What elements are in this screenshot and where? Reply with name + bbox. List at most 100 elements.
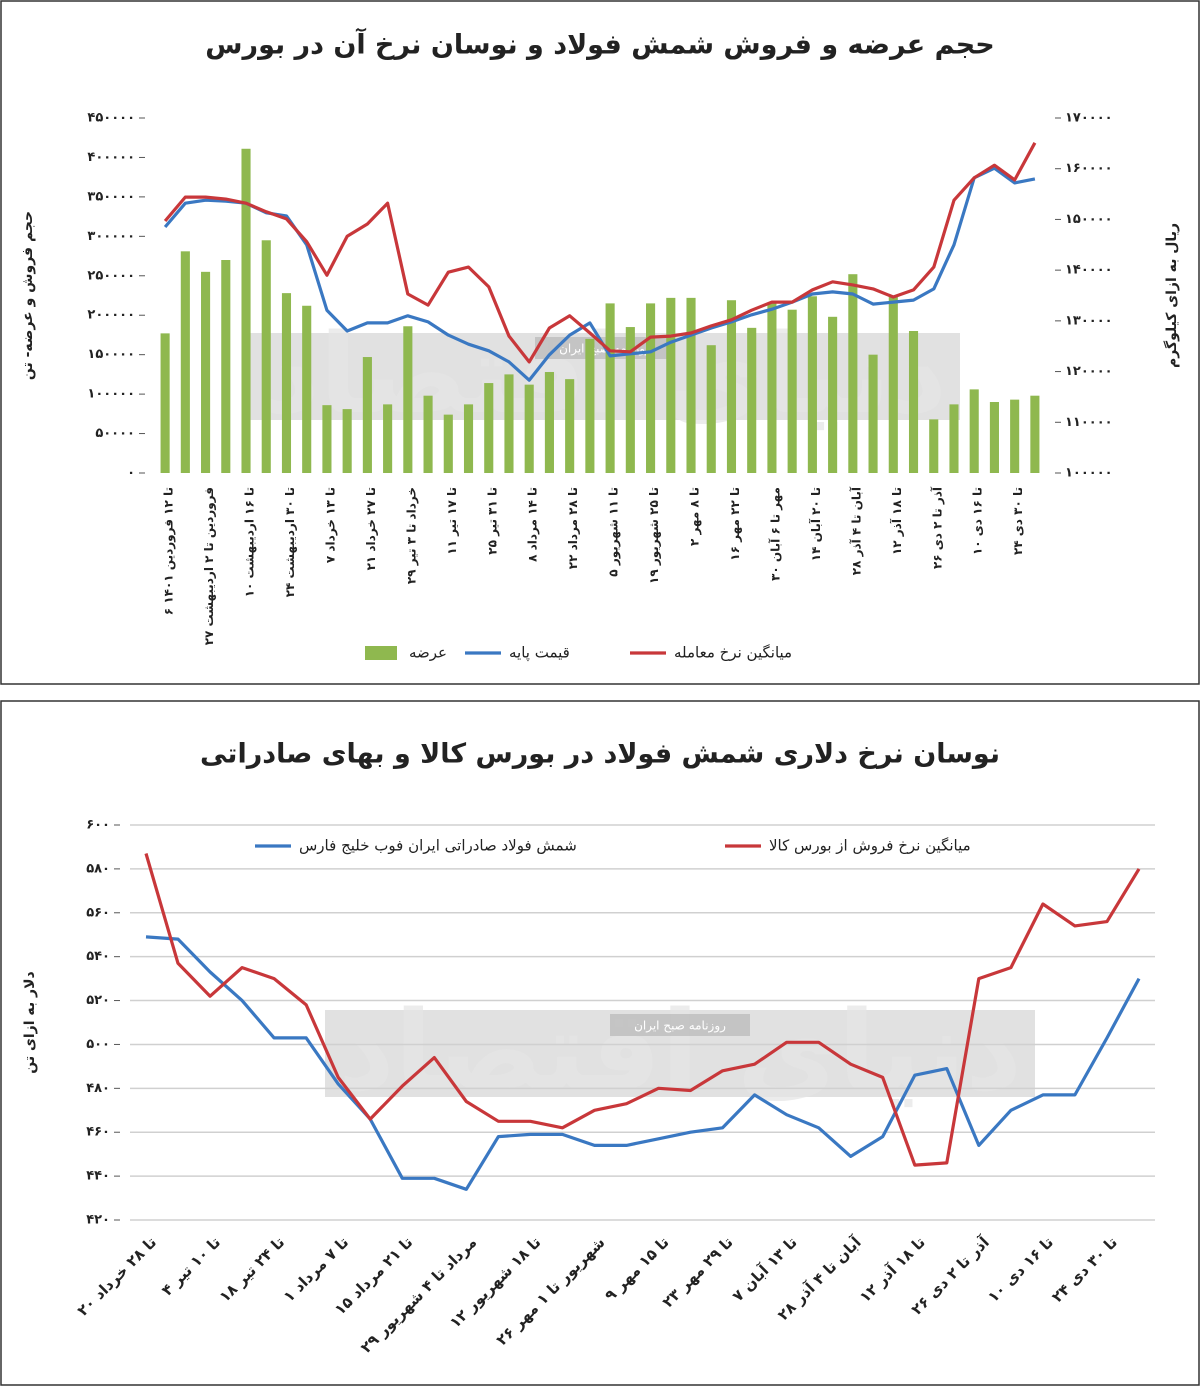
x-tick-label: ۲۴ تا ۳۰ اردیبهشت	[283, 487, 297, 597]
bar	[241, 148, 251, 473]
y-tick-label: ۴۵۰۰۰۰	[87, 111, 135, 126]
y-tick-label: ۵۲۰	[86, 993, 110, 1008]
x-tick-label: ۱۲ تا ۱۸ آذر	[889, 487, 904, 555]
bar	[1030, 395, 1040, 473]
bar	[524, 384, 534, 473]
x-tick-label: ۲۹ مرداد تا ۴ شهریور	[357, 1233, 480, 1356]
x-tick-label: ۲۴ تا ۳۰ دی	[1011, 487, 1025, 555]
bar	[383, 404, 393, 473]
bar	[625, 327, 635, 473]
bar	[302, 305, 312, 473]
line-series	[144, 853, 1141, 1167]
bar	[281, 293, 292, 473]
x-tick-label: ۱۶ تا ۲۲ مهر	[728, 487, 742, 561]
y-tick-label: ۵۶۰	[86, 905, 110, 920]
x-tick-label: ۱۰ تا ۱۶ دی	[984, 1233, 1057, 1306]
y-tick-label: ۶۰۰	[86, 818, 110, 833]
y2-tick-label: ۱۰۰۰۰۰	[1065, 466, 1113, 481]
y2-axis-title: ریال به ازای کیلوگرم	[1163, 223, 1180, 368]
panel-border	[0, 700, 1200, 1386]
bar	[423, 395, 433, 473]
y2-tick-label: ۱۷۰۰۰۰	[1065, 111, 1113, 126]
bar	[322, 405, 332, 473]
y-axis-title: حجم فروش و عرضه- تن	[20, 211, 36, 380]
bar	[221, 260, 231, 473]
bar	[201, 271, 211, 473]
y2-tick-label: ۱۱۰۰۰۰	[1065, 415, 1113, 430]
legend-label: شمش فولاد صادراتی ایران فوب خلیج فارس	[299, 837, 577, 855]
legend-label: میانگین نرخ فروش از بورس کالا	[769, 837, 971, 855]
bar	[828, 316, 838, 473]
panel-border	[0, 0, 1200, 685]
line-series	[145, 935, 1141, 1191]
bar	[686, 297, 696, 473]
y2-tick-label: ۱۴۰۰۰۰	[1065, 263, 1113, 278]
x-tick-label: ۱۰ تا ۱۶ اردیبهشت	[243, 487, 257, 597]
bar	[929, 419, 939, 473]
bar	[261, 240, 271, 473]
chart-title: حجم عرضه و فروش شمش فولاد و نوسان نرخ آن…	[205, 28, 994, 61]
bar	[908, 331, 919, 473]
y-tick-label: ۵۸۰	[86, 861, 110, 876]
x-tick-label: ۲۱ تا ۲۷ خرداد	[364, 487, 378, 570]
bar	[787, 309, 797, 473]
bar	[605, 303, 615, 473]
bar	[544, 372, 554, 473]
bar	[888, 296, 898, 473]
bar	[342, 409, 352, 473]
y-tick-label: ۴۸۰	[86, 1081, 110, 1096]
bar	[504, 374, 514, 473]
y-axis-title: دلار به ازای تن	[22, 971, 38, 1073]
x-tick-label: ۲۲ تا ۲۸ مرداد	[566, 487, 580, 569]
watermark: دنیای اقتصاد	[338, 987, 1022, 1115]
legend-label: قیمت پایه	[509, 644, 570, 663]
line-series	[163, 142, 1037, 364]
y-tick-label: ۲۰۰۰۰۰	[87, 308, 135, 323]
x-tick-label: ۷ تا ۱۳ خرداد	[323, 487, 337, 563]
x-tick-label: ۴ تا ۱۰ تیر	[158, 1233, 224, 1299]
x-tick-label: ۱۴ تا ۲۰ آبان	[808, 487, 823, 561]
bar	[949, 404, 959, 473]
x-tick-label: ۲ تا ۸ مهر	[688, 487, 702, 546]
bar	[585, 338, 595, 473]
x-tick-label: ۱۸ تا ۲۴ تیر	[216, 1233, 289, 1306]
bar	[969, 389, 979, 473]
x-tick-label: ۲۶ آذر تا ۲ دی	[929, 486, 944, 569]
bar	[848, 274, 858, 473]
bar	[646, 303, 656, 473]
bar	[1010, 399, 1020, 473]
y-tick-label: ۴۴۰	[86, 1169, 110, 1184]
y-tick-label: ۴۶۰	[86, 1125, 110, 1140]
y-tick-label: ۳۰۰۰۰۰	[87, 229, 135, 244]
y-tick-label: ۵۴۰	[86, 949, 110, 964]
y2-tick-label: ۱۶۰۰۰۰	[1065, 161, 1113, 176]
y2-tick-label: ۱۲۰۰۰۰	[1065, 364, 1113, 379]
y-tick-label: ۱۰۰۰۰۰	[87, 387, 135, 402]
x-tick-label: ۱۹ تا ۲۵ شهریور	[647, 487, 662, 584]
x-tick-label: ۶ تا ۱۲ فروردین ۱۴۰۱	[162, 487, 177, 615]
x-tick-label: ۲۷ فروردین تا ۲ اردیبهشت	[202, 487, 217, 645]
bar	[989, 402, 999, 473]
y-tick-label: ۰	[127, 466, 135, 481]
watermark-subtitle: روزنامه صبح ایران	[634, 1019, 726, 1034]
x-tick-label: ۲۴ تا ۳۰ دی	[1048, 1233, 1121, 1306]
legend-swatch	[365, 646, 397, 660]
legend-label: عرضه	[409, 644, 447, 662]
line-series	[163, 166, 1036, 382]
bar	[463, 404, 474, 473]
bar	[180, 251, 190, 473]
bar	[565, 379, 575, 473]
chart-title: نوسان نرخ دلاری شمش فولاد در بورس کالا و…	[200, 739, 1000, 770]
watermark-tag	[610, 1014, 750, 1036]
bar	[443, 414, 453, 473]
y-tick-label: ۱۵۰۰۰۰	[87, 347, 135, 362]
x-tick-label: ۲۸ آبان تا ۴ آذر	[848, 486, 863, 575]
bar	[666, 297, 676, 473]
legend-label: میانگین نرخ معامله	[674, 644, 792, 662]
bar	[726, 300, 737, 473]
y2-tick-label: ۱۵۰۰۰۰	[1065, 212, 1113, 227]
x-tick-label: ۱۰ تا ۱۶ دی	[971, 487, 985, 555]
bar	[706, 345, 716, 473]
y-tick-label: ۵۰۰۰۰	[95, 426, 135, 441]
